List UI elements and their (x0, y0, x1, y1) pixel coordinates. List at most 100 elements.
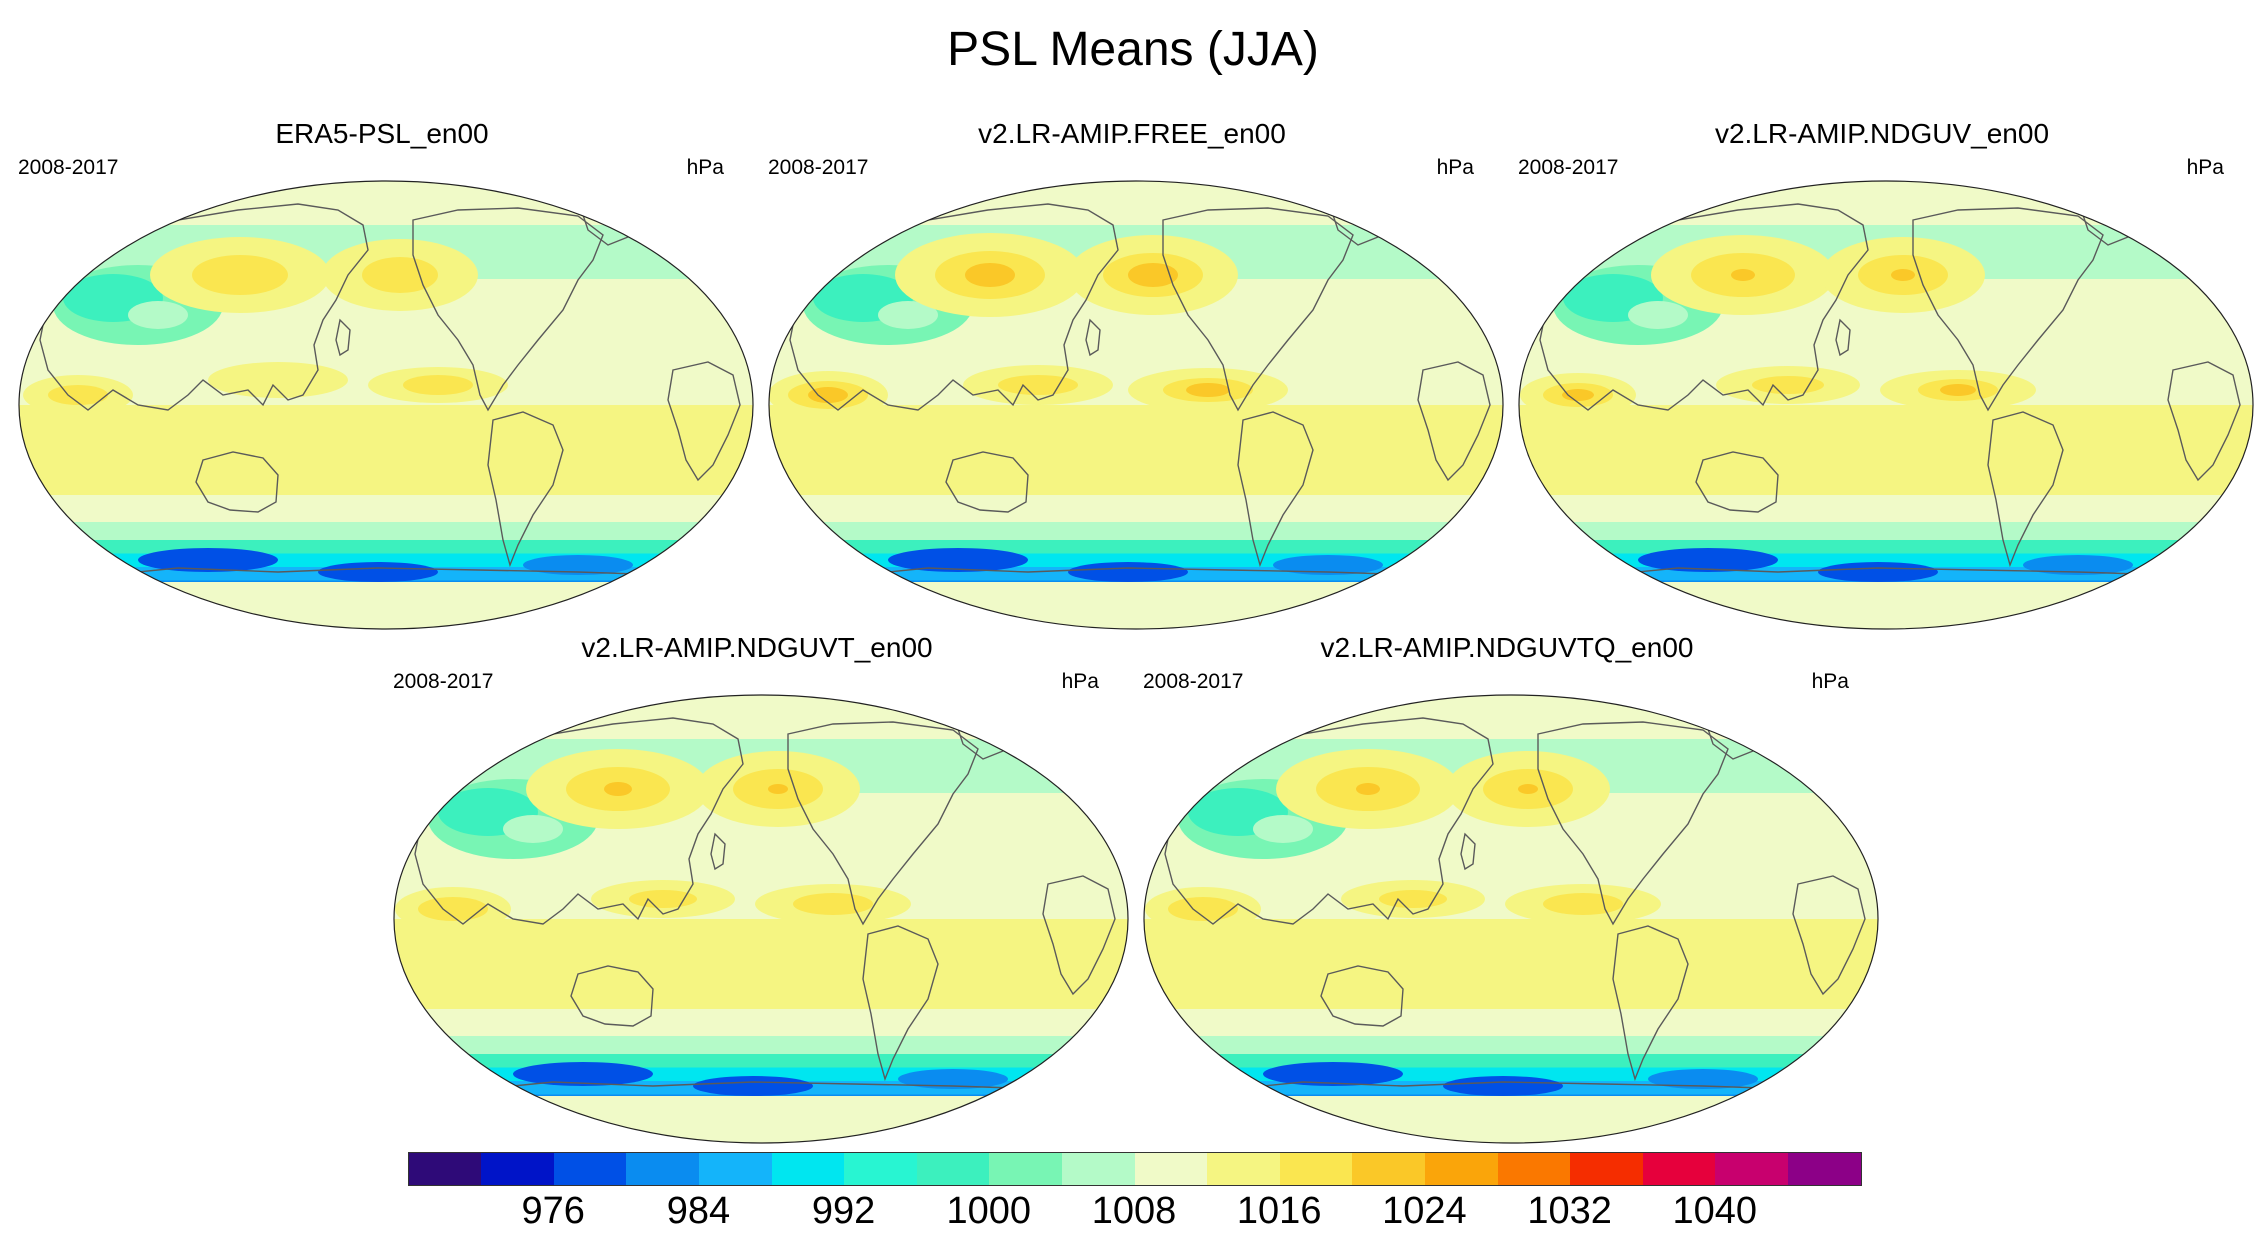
pressure-band (1144, 1009, 1878, 1037)
pressure-field (769, 181, 1503, 629)
map-outline (393, 694, 1129, 1144)
pressure-contour (1356, 783, 1380, 795)
map (1143, 694, 1879, 1144)
pressure-band (19, 181, 753, 226)
antarctica (394, 1096, 1128, 1143)
pressure-band (394, 919, 1128, 956)
colorbar-box (1787, 1152, 1861, 1186)
panel-title: v2.LR-AMIP.NDGUVTQ_en00 (1320, 632, 1694, 663)
pressure-contour (1273, 555, 1383, 575)
coastline (1417, 361, 1491, 482)
coastline (1237, 411, 1314, 568)
coastline (39, 203, 369, 411)
map-panel-ndguvt: v2.LR-AMIP.NDGUVT_en00 2008-2017 hPa (385, 632, 1129, 1152)
pressure-contour (1253, 815, 1313, 843)
colorbar-box (1061, 1152, 1135, 1186)
map-panel-ndguvtq: v2.LR-AMIP.NDGUVTQ_en00 2008-2017 hPa (1135, 632, 1879, 1152)
pressure-contour (1562, 389, 1594, 401)
antarctica (19, 582, 753, 629)
pressure-band (769, 181, 1503, 226)
pressure-contour (1379, 890, 1447, 908)
antarctica (769, 582, 1503, 629)
period-label: 2008-2017 (1143, 670, 1244, 693)
colorbar-box (480, 1152, 554, 1186)
pressure-contour (1638, 548, 1778, 572)
colorbar-box (771, 1152, 845, 1186)
pressure-contour (318, 562, 438, 582)
pressure-contour (138, 548, 278, 572)
pressure-contour (2023, 555, 2133, 575)
colorbar-box (988, 1152, 1062, 1186)
pressure-contour (1891, 269, 1915, 281)
coastline (787, 721, 979, 926)
pressure-contour (1543, 893, 1623, 915)
colorbar-box (1642, 1152, 1716, 1186)
colorbar-tick-label: 1024 (1382, 1190, 1467, 1232)
coastline (1320, 965, 1404, 1027)
units-label: hPa (1061, 670, 1099, 693)
pressure-band (1144, 919, 1878, 956)
period-label: 2008-2017 (18, 156, 119, 179)
pressure-contour (1186, 383, 1230, 397)
pressure-contour (693, 1076, 813, 1096)
coastline (107, 567, 669, 576)
pressure-band (769, 495, 1503, 523)
coastline (487, 411, 564, 568)
coastline (789, 203, 1119, 411)
pressure-contour (1628, 301, 1688, 329)
pressure-contour (629, 890, 697, 908)
pressure-contour (1818, 562, 1938, 582)
units-label: hPa (1811, 670, 1849, 693)
figure-title: PSL Means (JJA) (947, 23, 1319, 76)
pressure-band (1519, 405, 2253, 442)
pressure-band (1519, 441, 2253, 496)
period-label: 2008-2017 (768, 156, 869, 179)
antarctica (1144, 1096, 1878, 1143)
pressure-contour (1518, 784, 1538, 794)
colorbar-box (1497, 1152, 1571, 1186)
coastline (1537, 721, 1729, 926)
pressure-contour (888, 548, 1028, 572)
colorbar-box (1279, 1152, 1353, 1186)
colorbar-box (1424, 1152, 1498, 1186)
map-panel-free: v2.LR-AMIP.FREE_en00 2008-2017 hPa (760, 118, 1504, 638)
pressure-band (394, 695, 1128, 740)
pressure-contour (503, 815, 563, 843)
colorbar-tick-label: 976 (521, 1190, 585, 1232)
panel-title: v2.LR-AMIP.NDGUVT_en00 (581, 632, 933, 663)
pressure-band (394, 1009, 1128, 1037)
pressure-band (1519, 181, 2253, 226)
pressure-band (769, 441, 1503, 496)
colorbar-box (1134, 1152, 1208, 1186)
colorbar-tick-label: 984 (666, 1190, 731, 1232)
map (768, 180, 1504, 630)
coastline (1164, 717, 1494, 925)
coastline (862, 925, 939, 1082)
pressure-contour (523, 555, 633, 575)
pressure-contour (1128, 263, 1178, 287)
colorbar-tick-label: 1016 (1236, 1190, 1322, 1232)
map (1518, 180, 2254, 630)
coastline (710, 832, 726, 871)
pressure-band (394, 1036, 1128, 1055)
colorbar-box (1351, 1152, 1425, 1186)
coastline (570, 965, 654, 1027)
map-outline (1143, 694, 1879, 1144)
colorbar-box (408, 1152, 482, 1186)
units-label: hPa (2186, 156, 2224, 179)
pressure-contour (403, 375, 473, 395)
pressure-contour (48, 385, 108, 405)
pressure-field (1519, 181, 2253, 629)
map-panel-era5: ERA5-PSL_en00 2008-2017 hPa (10, 118, 754, 638)
colorbar-box (843, 1152, 917, 1186)
coastline (482, 1081, 1044, 1090)
pressure-contour (1731, 269, 1755, 281)
pressure-band (394, 955, 1128, 1010)
pressure-contour (898, 1069, 1008, 1089)
panel-title: ERA5-PSL_en00 (275, 118, 489, 149)
pressure-contour (604, 782, 632, 796)
pressure-contour (418, 897, 488, 921)
coastline (1042, 875, 1116, 996)
colorbar-box (553, 1152, 627, 1186)
pressure-band (1144, 695, 1878, 740)
